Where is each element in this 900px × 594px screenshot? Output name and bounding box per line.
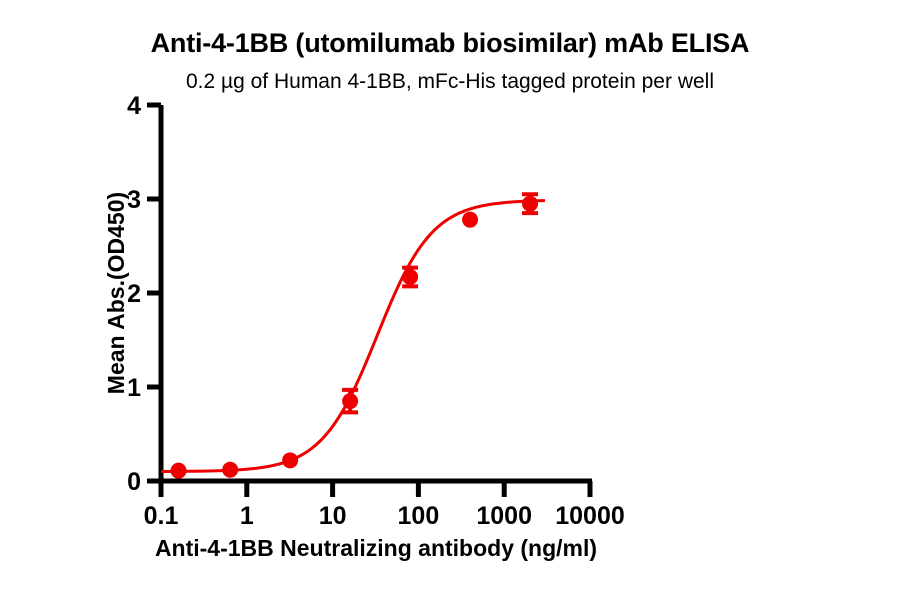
y-tick-label: 0 xyxy=(127,468,141,496)
data-point-marker xyxy=(402,269,419,286)
data-point-marker xyxy=(222,461,239,478)
x-tick-label: 10 xyxy=(319,502,347,530)
x-axis-ticks: 0.1 1 10 100 1000 10000 xyxy=(144,481,625,530)
x-tick-label: 100 xyxy=(398,502,440,530)
y-tick-label: 2 xyxy=(127,280,141,308)
axis-titles: Anti-4-1BB Neutralizing antibody (ng/ml)… xyxy=(103,192,597,561)
y-tick-label: 4 xyxy=(127,92,141,120)
chart-subtitle: 0.2 µg of Human 4-1BB, mFc-His tagged pr… xyxy=(185,70,714,93)
x-tick-label: 1000 xyxy=(476,502,532,530)
fit-curve xyxy=(161,199,545,473)
page-title: Anti-4-1BB (utomilumab biosimilar) mAb E… xyxy=(150,28,750,58)
data-point-marker xyxy=(342,393,359,410)
data-point-marker xyxy=(522,195,539,212)
data-points xyxy=(170,195,539,479)
data-point-marker xyxy=(462,211,479,228)
y-tick-label: 1 xyxy=(127,374,141,402)
fit-curve-line xyxy=(161,199,545,473)
y-axis-ticks: 0 1 2 3 4 xyxy=(127,92,161,496)
y-tick-label: 3 xyxy=(127,186,141,214)
data-point-marker xyxy=(170,462,187,479)
x-tick-label: 10000 xyxy=(555,502,625,530)
axis-lines xyxy=(158,105,592,484)
x-tick-label: 0.1 xyxy=(144,502,179,530)
y-axis-title: Mean Abs.(OD450) xyxy=(103,192,129,394)
x-tick-label: 1 xyxy=(240,502,254,530)
x-axis-title: Anti-4-1BB Neutralizing antibody (ng/ml) xyxy=(155,535,597,561)
data-point-marker xyxy=(282,452,299,469)
